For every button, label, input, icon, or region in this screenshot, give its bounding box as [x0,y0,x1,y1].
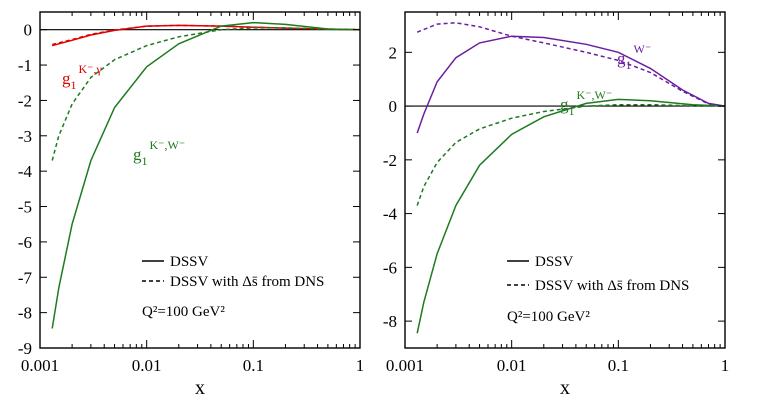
plot-frame [404,11,726,349]
y-tick-label: -5 [18,198,32,217]
x-tick-label: 0.1 [243,356,264,375]
series-line-0 [52,24,361,47]
x-tick-label: 0.1 [608,356,629,375]
y-tick-label: -7 [18,268,33,287]
y-tick-label: -6 [18,233,32,252]
y-tick-label: -1 [18,56,32,75]
plot-frame [39,11,361,349]
y-tick-label: 0 [24,21,33,40]
series-line-3 [416,103,726,206]
legend-note: Q²=100 GeV² [507,309,590,325]
legend-note: Q²=100 GeV² [142,304,225,320]
y-tick-label: 0 [389,97,398,116]
series-line-3 [51,27,361,161]
series-line-1 [52,24,361,46]
legend-label-2: DSSV with Δs̄ from DNS [170,274,324,290]
y-tick-label: -6 [383,258,397,277]
right-panel: 0.001 0.01 0.1 1 2 0 -2 -4 -6 -8 x DSSV DSSV with Δs… [383,11,730,399]
x-tick-label: 0.001 [386,356,424,375]
curve-annotation-2: g1K⁻,W⁻ [560,88,612,118]
legend-label-1: DSSV [170,254,209,270]
x-tick-label: 0.01 [132,356,162,375]
series-line-1 [416,22,726,107]
x-tick-label: 0.01 [497,356,527,375]
y-tick-label: -9 [18,339,32,358]
series-line-0 [416,35,726,134]
series-line-2 [51,21,361,329]
curve-annotation-2: g1K⁻,W⁻ [133,138,185,168]
x-tick-label: 1 [356,356,365,375]
legend-label-1: DSSV [535,254,574,270]
y-tick-label: -4 [383,205,398,224]
x-tick-label: 0.001 [21,356,59,375]
series-line-2 [416,98,726,334]
left-panel: 0.001 0.01 0.1 1 0 -1 -2 -3 -4 -5 -6 -7 -8 -9 x DSSV DSS… [18,11,365,399]
y-tick-label: 2 [389,43,398,62]
y-tick-label: -8 [383,312,397,331]
curve-annotation-1: g1K⁻,γ [62,62,103,92]
y-tick-label: -8 [18,304,32,323]
legend-label-2: DSSV with Δs̄ from DNS [535,278,689,294]
y-tick-label: -2 [383,151,397,170]
curve-annotation-1: g1W⁻ [617,42,651,72]
x-axis-label: x [560,377,570,399]
x-tick-label: 1 [721,356,730,375]
x-axis-label: x [195,377,205,399]
y-tick-label: -2 [18,91,32,110]
y-tick-label: -4 [18,162,33,181]
y-tick-label: -3 [18,127,32,146]
